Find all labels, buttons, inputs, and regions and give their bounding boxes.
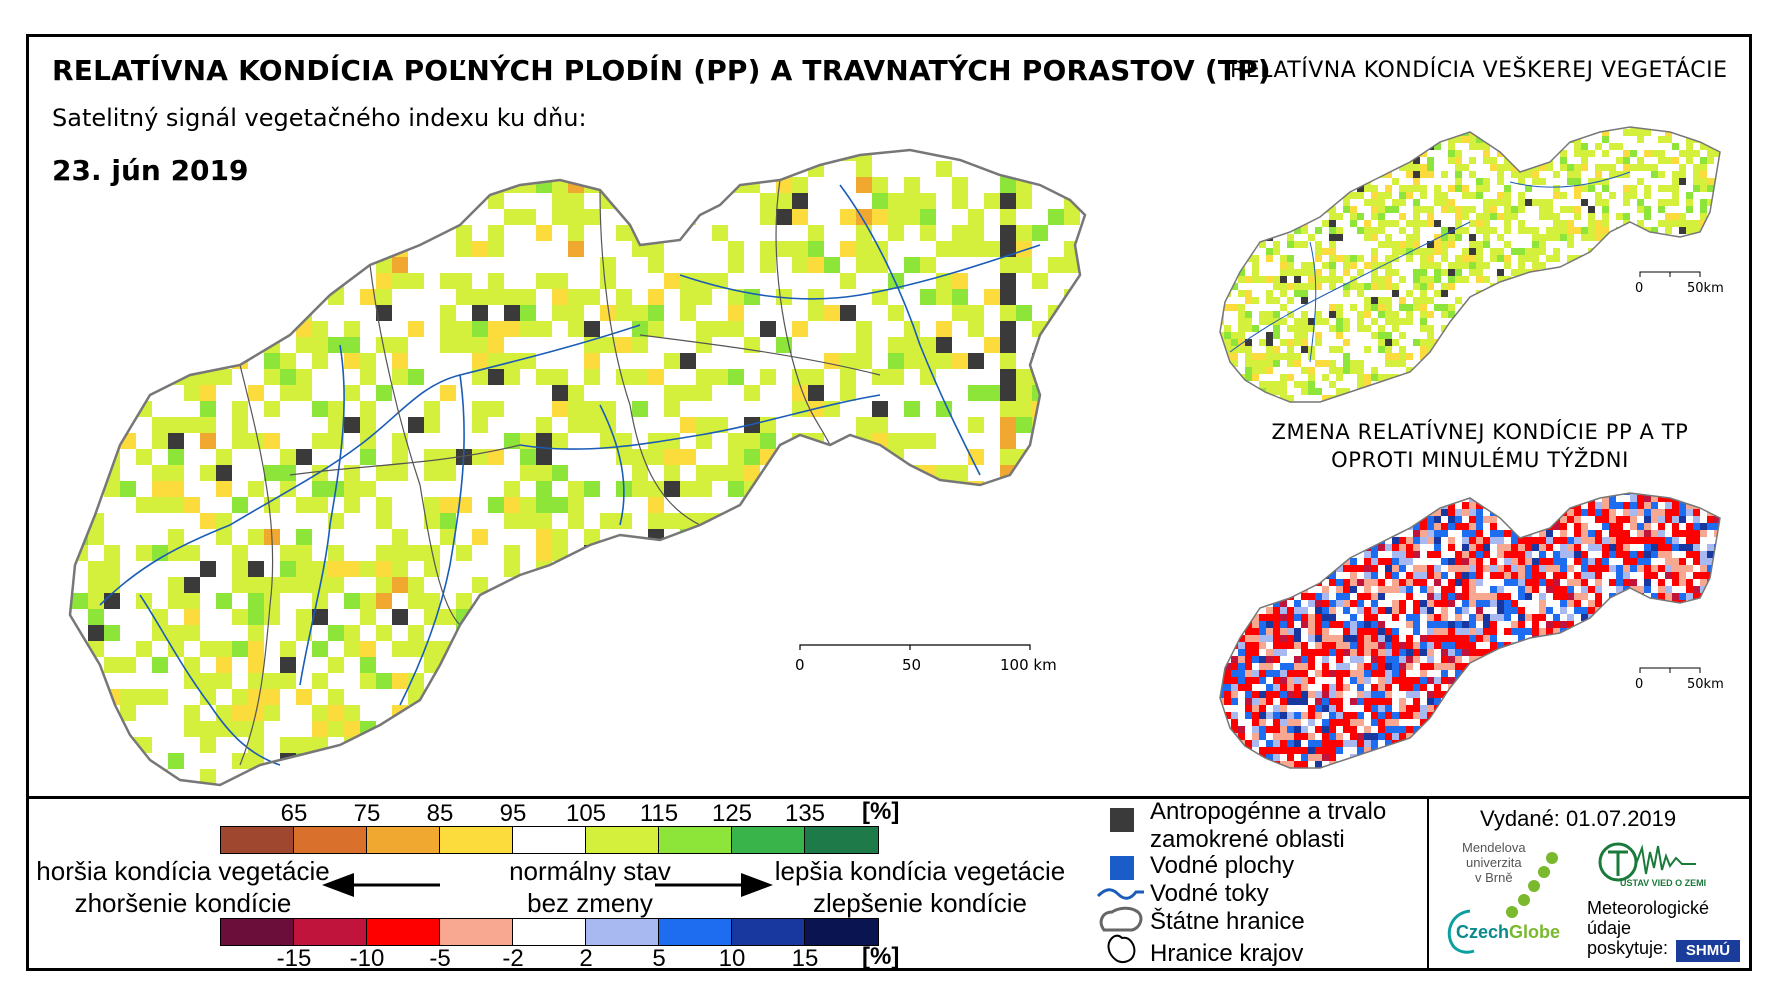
change-tick-m15: -15 — [276, 945, 312, 972]
czechglobe-logo-text: CzechGlobe — [1456, 922, 1561, 942]
change-swatch-5 — [586, 919, 659, 945]
normal-label-line2: bez zmeny — [527, 888, 653, 918]
vegetation-inset-title: RELATÍVNA KONDÍCIA VEŠKEREJ VEGETÁCIE — [1230, 58, 1728, 83]
scale-label-0: 0 — [795, 656, 805, 674]
change-swatch-0 — [221, 919, 294, 945]
change-tick-m10: -10 — [349, 945, 385, 972]
condition-swatch-8 — [805, 827, 878, 853]
anthropogenic-swatch — [1110, 808, 1134, 832]
condition-swatch-6 — [659, 827, 732, 853]
condition-color-bar — [220, 826, 879, 854]
main-map-region-borders — [239, 179, 881, 766]
condition-swatch-4 — [513, 827, 586, 853]
issued-date: Vydané: 01.07.2019 — [1480, 806, 1677, 831]
main-condition-map: 0 50 100 km — [68, 148, 1087, 787]
mendel-dots-icon — [1506, 852, 1558, 918]
cond-tick-125: 125 — [711, 800, 753, 827]
change-swatch-7 — [732, 919, 805, 945]
svg-text:0: 0 — [1635, 281, 1643, 296]
condition-swatch-3 — [440, 827, 513, 853]
czechglobe-arc-icon — [1447, 909, 1475, 954]
state-border-icon — [1099, 906, 1143, 932]
change-swatch-1 — [294, 919, 367, 945]
region-borders-label: Hranice krajov — [1150, 940, 1304, 967]
cond-unit: [%] — [862, 798, 900, 825]
vegetation-inset-scale-bar: 0 50km — [1635, 271, 1724, 296]
main-map-rivers — [99, 184, 1041, 766]
scale-label-50: 50 — [902, 656, 921, 674]
main-map-scale-bar: 0 50 100 km — [795, 644, 1057, 674]
region-border-icon — [1107, 934, 1136, 963]
condition-swatch-7 — [732, 827, 805, 853]
change-inset-scale-bar: 0 50km — [1635, 667, 1724, 692]
meteo-credit-text: Meteorologické údaje poskytuje: — [1587, 898, 1710, 958]
scale-label-100: 100 km — [1000, 656, 1057, 674]
arrow-right-icon — [655, 873, 773, 897]
uvz-logo-icon — [1598, 842, 1696, 882]
main-map-state-border — [68, 148, 1087, 787]
uvz-logo-text: ÚSTAV VIED O ZEMI — [1620, 878, 1707, 888]
cond-tick-135: 135 — [784, 800, 826, 827]
condition-swatch-5 — [586, 827, 659, 853]
change-tick-m5: -5 — [429, 945, 451, 972]
change-swatch-8 — [805, 919, 878, 945]
cond-tick-75: 75 — [353, 800, 381, 827]
state-borders-label: Štátne hranice — [1150, 908, 1305, 935]
legend-column-divider — [1427, 796, 1429, 971]
change-inset-title: ZMENA RELATÍVNEJ KONDÍCIE PP A TP OPROTI… — [1271, 420, 1689, 472]
better-label-line1: lepšia kondícia vegetácie — [774, 856, 1066, 886]
shmu-logo: SHMÚ — [1676, 940, 1740, 962]
change-tick-15: 15 — [791, 945, 819, 972]
change-tick-m2: -2 — [502, 945, 524, 972]
better-label-line2: zlepšenie kondície — [813, 888, 1027, 918]
map-frame — [26, 34, 1752, 971]
map-subtitle: Satelitný signál vegetačného indexu ku d… — [52, 104, 587, 132]
mendel-logo-text: Mendelova univerzita v Brně — [1462, 840, 1526, 885]
normal-label-line1: normálny stav — [509, 856, 671, 886]
cond-tick-95: 95 — [499, 800, 527, 827]
legend-divider — [26, 796, 1752, 799]
cond-tick-65: 65 — [280, 800, 308, 827]
change-swatch-3 — [440, 919, 513, 945]
condition-swatch-0 — [221, 827, 294, 853]
rivers-label: Vodné toky — [1150, 880, 1269, 907]
svg-text:50km: 50km — [1687, 281, 1724, 296]
map-date: 23. jún 2019 — [52, 154, 249, 187]
water-body-swatch — [1110, 856, 1134, 880]
map-title: RELATÍVNA KONDÍCIA POĽNÝCH PLODÍN (PP) A… — [52, 54, 1271, 87]
cond-tick-85: 85 — [426, 800, 454, 827]
anthropogenic-label: Antropogénne a trvalo zamokrené oblasti — [1150, 798, 1387, 853]
vegetation-inset-map: 0 50km — [1219, 126, 1724, 403]
change-tick-10: 10 — [718, 945, 746, 972]
change-swatch-2 — [367, 919, 440, 945]
condition-swatch-1 — [294, 827, 367, 853]
change-inset-map: 0 50km — [1219, 492, 1724, 769]
change-unit: [%] — [862, 943, 900, 970]
condition-swatch-2 — [367, 827, 440, 853]
change-swatch-6 — [659, 919, 732, 945]
change-color-bar — [220, 918, 879, 946]
river-icon — [1096, 888, 1144, 900]
change-tick-5: 5 — [652, 945, 666, 972]
worse-label-line1: horšia kondícia vegetácie — [36, 856, 330, 886]
arrow-left-icon — [322, 873, 440, 897]
change-swatch-4 — [513, 919, 586, 945]
worse-label-line2: zhoršenie kondície — [74, 888, 292, 918]
change-tick-2: 2 — [579, 945, 593, 972]
water-bodies-label: Vodné plochy — [1150, 852, 1295, 879]
cond-tick-115: 115 — [639, 800, 679, 827]
cond-tick-105: 105 — [565, 800, 607, 827]
